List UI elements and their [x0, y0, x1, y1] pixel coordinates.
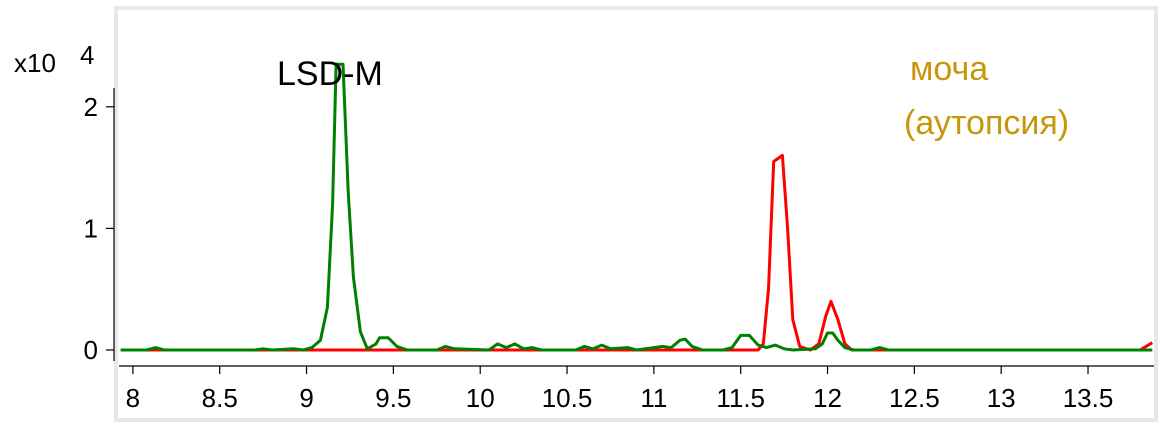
x-tick-label: 10 — [466, 383, 495, 413]
x-tick-label: 13 — [987, 383, 1016, 413]
x-tick-label: 12.5 — [889, 383, 940, 413]
chart-outer-frame — [114, 6, 1158, 422]
x-tick-label: 9.5 — [375, 383, 411, 413]
x-tick-label: 12 — [813, 383, 842, 413]
x-ticks: 8 8.5 9 9.5 10 10.5 11 11.5 12 12.5 13 13.5 — [126, 366, 1114, 413]
y-ticks: 0 1 2 — [84, 92, 114, 365]
x-tick-label: 11 — [640, 383, 667, 413]
x-tick-label: 13.5 — [1063, 383, 1114, 413]
sample-label-line1: моча — [910, 50, 988, 88]
x-tick-label: 11.5 — [716, 383, 765, 413]
x-tick-label: 9 — [299, 383, 313, 413]
x-tick-label: 8.5 — [202, 383, 238, 413]
y-tick-label: 1 — [84, 213, 98, 243]
y-tick-label: 2 — [84, 92, 98, 122]
x-tick-label: 10.5 — [542, 383, 593, 413]
series-green-line — [120, 62, 1153, 352]
y-tick-label: 0 — [84, 335, 98, 365]
compound-label: LSD-M — [277, 55, 383, 93]
x-tick-label: 8 — [126, 383, 140, 413]
series-layer — [120, 62, 1154, 352]
y-multiplier-exponent: 4 — [80, 40, 94, 70]
y-multiplier-label: x10 — [14, 48, 56, 78]
sample-label-line2: (аутопсия) — [904, 104, 1069, 142]
